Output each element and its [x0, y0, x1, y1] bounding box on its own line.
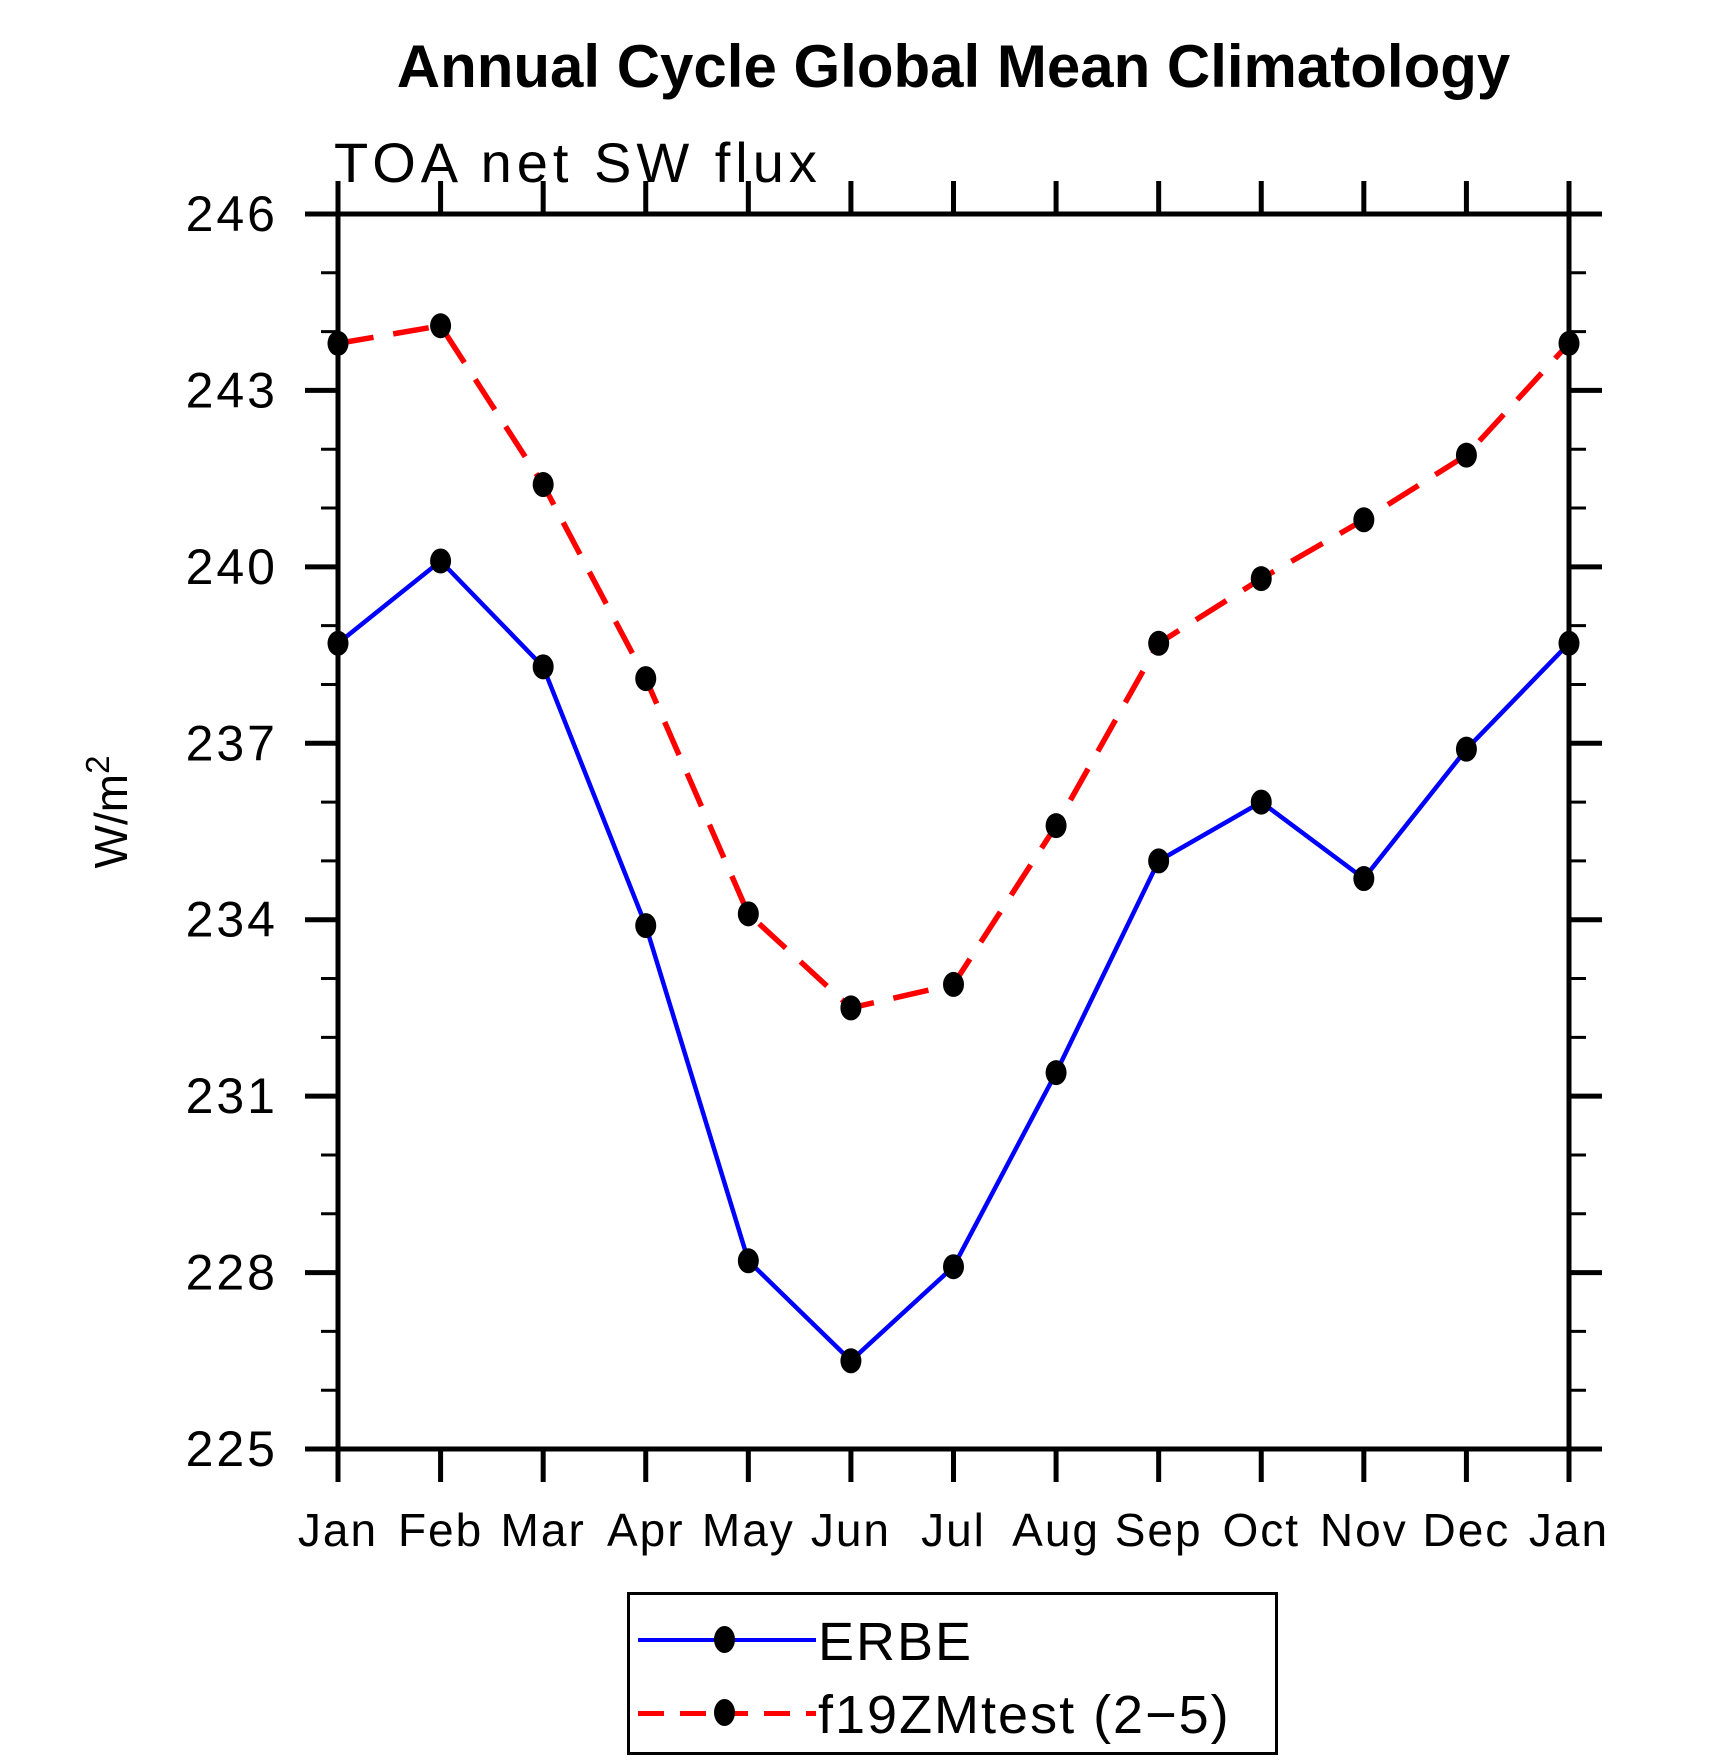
data-point-marker	[1558, 330, 1580, 356]
legend-label-model: f19ZMtest (2−5)	[818, 1685, 1231, 1745]
data-point-marker	[1558, 630, 1580, 656]
y-tick-label: 231	[186, 1068, 278, 1124]
data-point-marker	[1455, 736, 1477, 762]
chart-title: Annual Cycle Global Mean Climatology	[396, 33, 1511, 100]
legend-label-erbe: ERBE	[818, 1612, 974, 1672]
data-point-marker	[840, 1348, 862, 1374]
x-tick-label: Apr	[607, 1504, 685, 1556]
data-point-marker	[430, 548, 452, 574]
x-tick-label: Sep	[1115, 1504, 1203, 1556]
model-series-line	[337, 322, 1572, 1011]
data-point-marker	[1148, 630, 1170, 656]
x-tick-label: Mar	[501, 1504, 586, 1556]
x-tick-label: Jan	[298, 1504, 378, 1556]
erbe-marker-dot	[714, 1626, 735, 1653]
y-tick-label: 240	[186, 539, 278, 595]
x-tick-label: Aug	[1012, 1504, 1100, 1556]
plot-frame	[335, 211, 1572, 1452]
data-point-marker	[737, 901, 759, 927]
data-point-marker	[943, 971, 964, 997]
data-point-marker	[1353, 507, 1375, 533]
data-point-marker	[1045, 1060, 1067, 1086]
data-point-marker	[327, 330, 349, 356]
erbe-series-line	[336, 557, 1571, 1364]
legend-box: ERBE f19ZMtest (2−5)	[627, 1592, 1278, 1755]
y-tick-label: 228	[186, 1245, 278, 1301]
data-point-marker	[1045, 813, 1067, 839]
data-point-marker	[327, 630, 349, 656]
data-point-marker	[1148, 848, 1170, 874]
x-tick-label: Jun	[811, 1504, 891, 1556]
data-point-marker	[430, 313, 452, 339]
y-tick-label: 246	[186, 186, 278, 242]
x-tick-label: Oct	[1222, 1504, 1300, 1556]
chart-subtitle: TOA net SW flux	[334, 131, 822, 194]
data-point-marker	[635, 913, 657, 939]
y-tick-label: 234	[186, 892, 278, 948]
data-point-marker	[532, 472, 554, 498]
data-point-marker	[737, 1248, 759, 1274]
x-tick-label: May	[702, 1504, 795, 1556]
y-tick-label: 243	[186, 362, 278, 418]
x-tick-label: Jul	[921, 1504, 986, 1556]
x-tick-label: Dec	[1423, 1504, 1511, 1556]
x-tick-label: Feb	[398, 1504, 483, 1556]
data-point-marker	[635, 666, 657, 692]
data-point-marker	[943, 1254, 964, 1280]
data-point-marker	[1353, 866, 1375, 892]
data-point-marker	[1455, 442, 1477, 468]
model-marker-dot	[714, 1699, 735, 1726]
y-axis-title: W/m2	[79, 756, 137, 869]
data-point-marker	[532, 654, 554, 680]
x-tick-label: Nov	[1320, 1504, 1408, 1556]
data-point-marker	[1250, 789, 1272, 815]
y-tick-label: 237	[186, 715, 278, 771]
data-point-marker	[840, 995, 862, 1021]
x-tick-label: Jan	[1529, 1504, 1609, 1556]
y-tick-label: 225	[186, 1421, 278, 1477]
data-point-marker	[1250, 566, 1272, 592]
